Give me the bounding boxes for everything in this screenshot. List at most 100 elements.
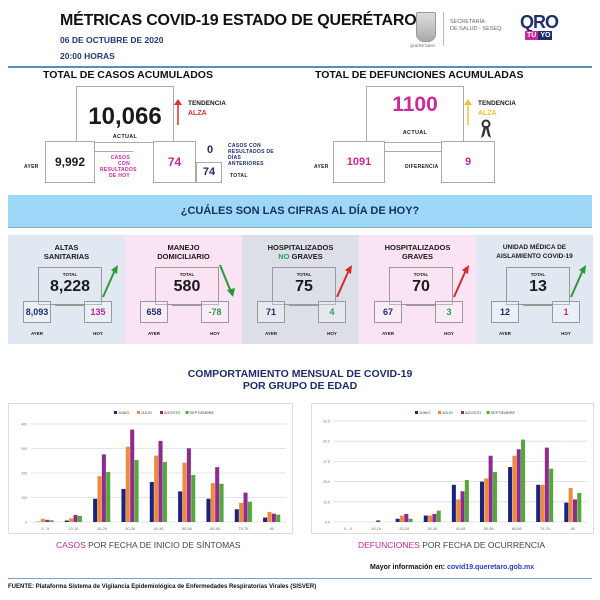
- bar: [69, 518, 74, 522]
- state-caption: QUERÉTARO: [410, 43, 436, 48]
- panel-yesterday-value: 12: [491, 301, 519, 323]
- bar: [577, 492, 582, 522]
- bar: [492, 471, 497, 522]
- panel-today-label: HOY: [93, 331, 103, 336]
- todays-figures-banner: ¿CUÁLES SON LAS CIFRAS AL DÍA DE HOY?: [8, 195, 592, 228]
- tu-label: TÚ: [525, 31, 539, 40]
- bar: [488, 455, 493, 522]
- svg-text:60-69: 60-69: [512, 527, 522, 531]
- secretaria-logo-text: SECRETARÍA DE SALUD - SESEQ: [450, 19, 501, 33]
- connector-line: [172, 305, 202, 306]
- deaths-difference-value: 9: [464, 156, 472, 168]
- panel-today-label: HOY: [444, 331, 454, 336]
- trend-up-arrow-icon: [453, 265, 469, 298]
- svg-text:AGOSTO: AGOSTO: [465, 411, 481, 415]
- panel-title-line2: GRAVES: [291, 252, 323, 261]
- header-divider: [8, 66, 592, 68]
- panel-total-label: TOTAL: [296, 272, 312, 277]
- bar: [97, 476, 102, 522]
- secretaria-line2: DE SALUD - SESEQ: [450, 26, 502, 32]
- deaths-actual-value: 1100: [392, 93, 438, 116]
- bar: [436, 510, 441, 522]
- cases-chart-caption: CASOS POR FECHA DE INICIO DE SÍNTOMAS: [56, 540, 241, 550]
- bar: [101, 454, 106, 522]
- panel-total-value: 70: [412, 278, 430, 295]
- bar: [263, 517, 268, 522]
- panel-yesterday-label: AYER: [147, 331, 161, 336]
- trend-up-arrow-icon: [336, 265, 352, 298]
- deaths-actual-label: ACTUAL: [402, 130, 428, 136]
- bar: [125, 446, 130, 522]
- panel-today-label: HOY: [561, 331, 571, 336]
- trend-up-arrow-icon: [570, 265, 586, 298]
- bar: [219, 483, 224, 522]
- panel-today-value: 135: [84, 301, 112, 323]
- panel-yesterday-value: 67: [374, 301, 402, 323]
- cases-total-value: 74: [202, 166, 216, 178]
- deaths-trend-value: ALZA: [478, 110, 497, 117]
- deaths-chart-caption: DEFUNCIONES POR FECHA DE OCURRENCIA: [358, 540, 545, 550]
- panel-title: HOSPITALIZADOS NO GRAVES: [242, 243, 359, 261]
- tu-yo-logo: TÚ YO: [525, 31, 553, 40]
- bar: [460, 491, 465, 522]
- bar: [512, 455, 517, 522]
- bar: [521, 439, 526, 522]
- bar: [464, 479, 469, 522]
- bar: [134, 460, 139, 522]
- panel-4: UNIDAD MÉDICA DE AISLAMIENTO COVID-19 TO…: [476, 235, 593, 344]
- svg-text:0 - 9: 0 - 9: [344, 527, 352, 531]
- trend-down-arrow-icon: [219, 264, 235, 297]
- deaths-trend-label: TENDENCIA: [478, 100, 516, 107]
- svg-text:JUNIO: JUNIO: [419, 411, 430, 415]
- panel-title: UNIDAD MÉDICA DE AISLAMIENTO COVID-19: [476, 243, 593, 261]
- footer-divider: [8, 578, 592, 579]
- svg-text:10-19: 10-19: [69, 527, 79, 531]
- panel-total-box: TOTAL 70: [389, 267, 453, 305]
- bar: [247, 501, 252, 522]
- panel-today-value: 1: [552, 301, 580, 323]
- bar: [106, 472, 111, 522]
- panel-title-line1: HOSPITALIZADOS: [267, 243, 334, 252]
- panel-title-line1: UNIDAD MÉDICA DE: [502, 244, 567, 251]
- trend-up-arrow-icon: [102, 265, 118, 298]
- connector-line: [523, 305, 553, 306]
- panel-yesterday-value: 8,093: [23, 301, 51, 323]
- bar: [243, 492, 248, 522]
- bar: [186, 448, 191, 522]
- more-info-label: Mayor información en:: [370, 564, 448, 571]
- report-date: 06 DE OCTUBRE DE 2020: [60, 35, 164, 45]
- bar: [404, 513, 409, 522]
- bar: [568, 488, 573, 522]
- cases-previous-days-value: 0: [206, 144, 214, 156]
- bar: [376, 520, 381, 522]
- panel-title: ALTAS SANITARIAS: [8, 243, 125, 261]
- panel-total-value: 8,228: [49, 278, 91, 295]
- deaths-actual-box: 1100 ACTUAL: [366, 86, 464, 143]
- cases-today-box: 74: [153, 141, 196, 183]
- svg-text:200: 200: [21, 472, 27, 476]
- queretaro-shield-icon: [416, 12, 436, 42]
- cases-total-box: 74: [196, 162, 222, 183]
- cases-trend-value: ALZA: [188, 110, 207, 117]
- svg-text:JULIO: JULIO: [442, 411, 453, 415]
- connector-line: [406, 305, 436, 306]
- cases-yesterday-value: 9,992: [54, 155, 86, 169]
- panel-title-line1: MANEJO: [167, 243, 200, 252]
- charts-title-line1: COMPORTAMIENTO MENSUAL DE COVID-19: [187, 368, 413, 380]
- svg-text:SEPTIEMBRE: SEPTIEMBRE: [491, 411, 516, 415]
- bar: [234, 509, 239, 522]
- deaths-difference-box: 9: [441, 141, 495, 183]
- panel-total-value: 13: [529, 278, 547, 295]
- more-info-link[interactable]: covid19.queretaro.gob.mx: [447, 564, 535, 571]
- caption-text: POR FECHA DE OCURRENCIA: [419, 540, 546, 550]
- cases-actual-box: 10,066 ACTUAL: [76, 86, 174, 143]
- cases-trend-up-arrow-icon: [174, 99, 182, 125]
- cases-yesterday-label: AYER: [24, 164, 39, 170]
- cases-previous-days-label: CASOS CON RESULTADOS DE DÍAS ANTERIORES: [228, 143, 274, 167]
- bar: [73, 514, 78, 522]
- panel-title-line1: ALTAS: [54, 243, 79, 252]
- bar: [451, 484, 456, 522]
- deaths-difference-label: DIFERENCIA: [405, 164, 439, 170]
- deaths-by-age-chart: 0.0 12.5 25.0 37.5 50.0 62.5 0 - 9 10-19 20-29 30…: [311, 403, 594, 534]
- bar: [428, 515, 433, 522]
